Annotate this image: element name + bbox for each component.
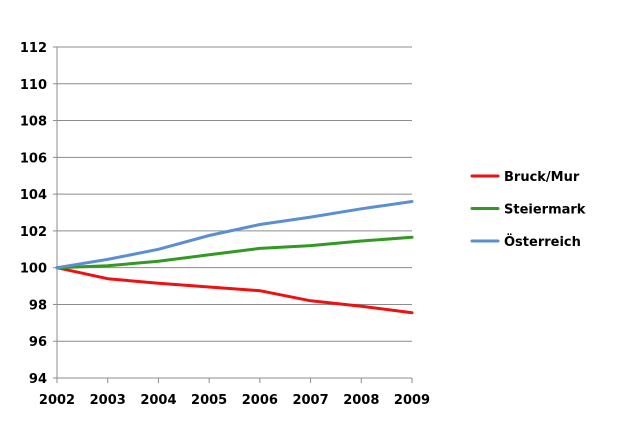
series-line-bruck-mur [55,266,414,315]
y-tick-label: 104 [20,188,47,203]
x-tick-label: 2004 [140,393,176,408]
series-lines [55,200,414,315]
y-tick-label: 112 [20,41,47,56]
x-tick-label: 2003 [90,393,126,408]
legend-label: Bruck/Mur [504,170,580,185]
legend-label: Österreich [504,234,581,250]
y-tick-labels: 94 96 98 100 102 104 106 108 110 112 [20,41,47,387]
x-tick-label: 2002 [39,393,75,408]
series-line-steiermark [55,235,414,270]
y-tick-label: 108 [20,115,47,130]
y-tick-label: 94 [29,372,47,387]
x-tick-label: 2005 [191,393,227,408]
axes [53,46,413,383]
y-tick-label: 100 [20,262,47,277]
y-tick-label: 106 [20,151,47,166]
x-tick-label: 2007 [292,393,328,408]
x-tick-labels: 2002 2003 2004 2005 2006 2007 2008 2009 [39,393,430,408]
y-tick-label: 102 [20,225,47,240]
legend: Bruck/Mur Steiermark Österreich [470,170,586,250]
x-tick-label: 2009 [394,393,430,408]
gridlines [57,46,412,342]
y-tick-label: 110 [20,78,47,93]
legend-label: Steiermark [504,203,586,218]
y-tick-label: 98 [29,298,47,313]
series-line--sterreich [55,200,414,270]
y-tick-label: 96 [29,335,47,350]
x-tick-label: 2006 [242,393,278,408]
x-tick-label: 2008 [343,393,379,408]
